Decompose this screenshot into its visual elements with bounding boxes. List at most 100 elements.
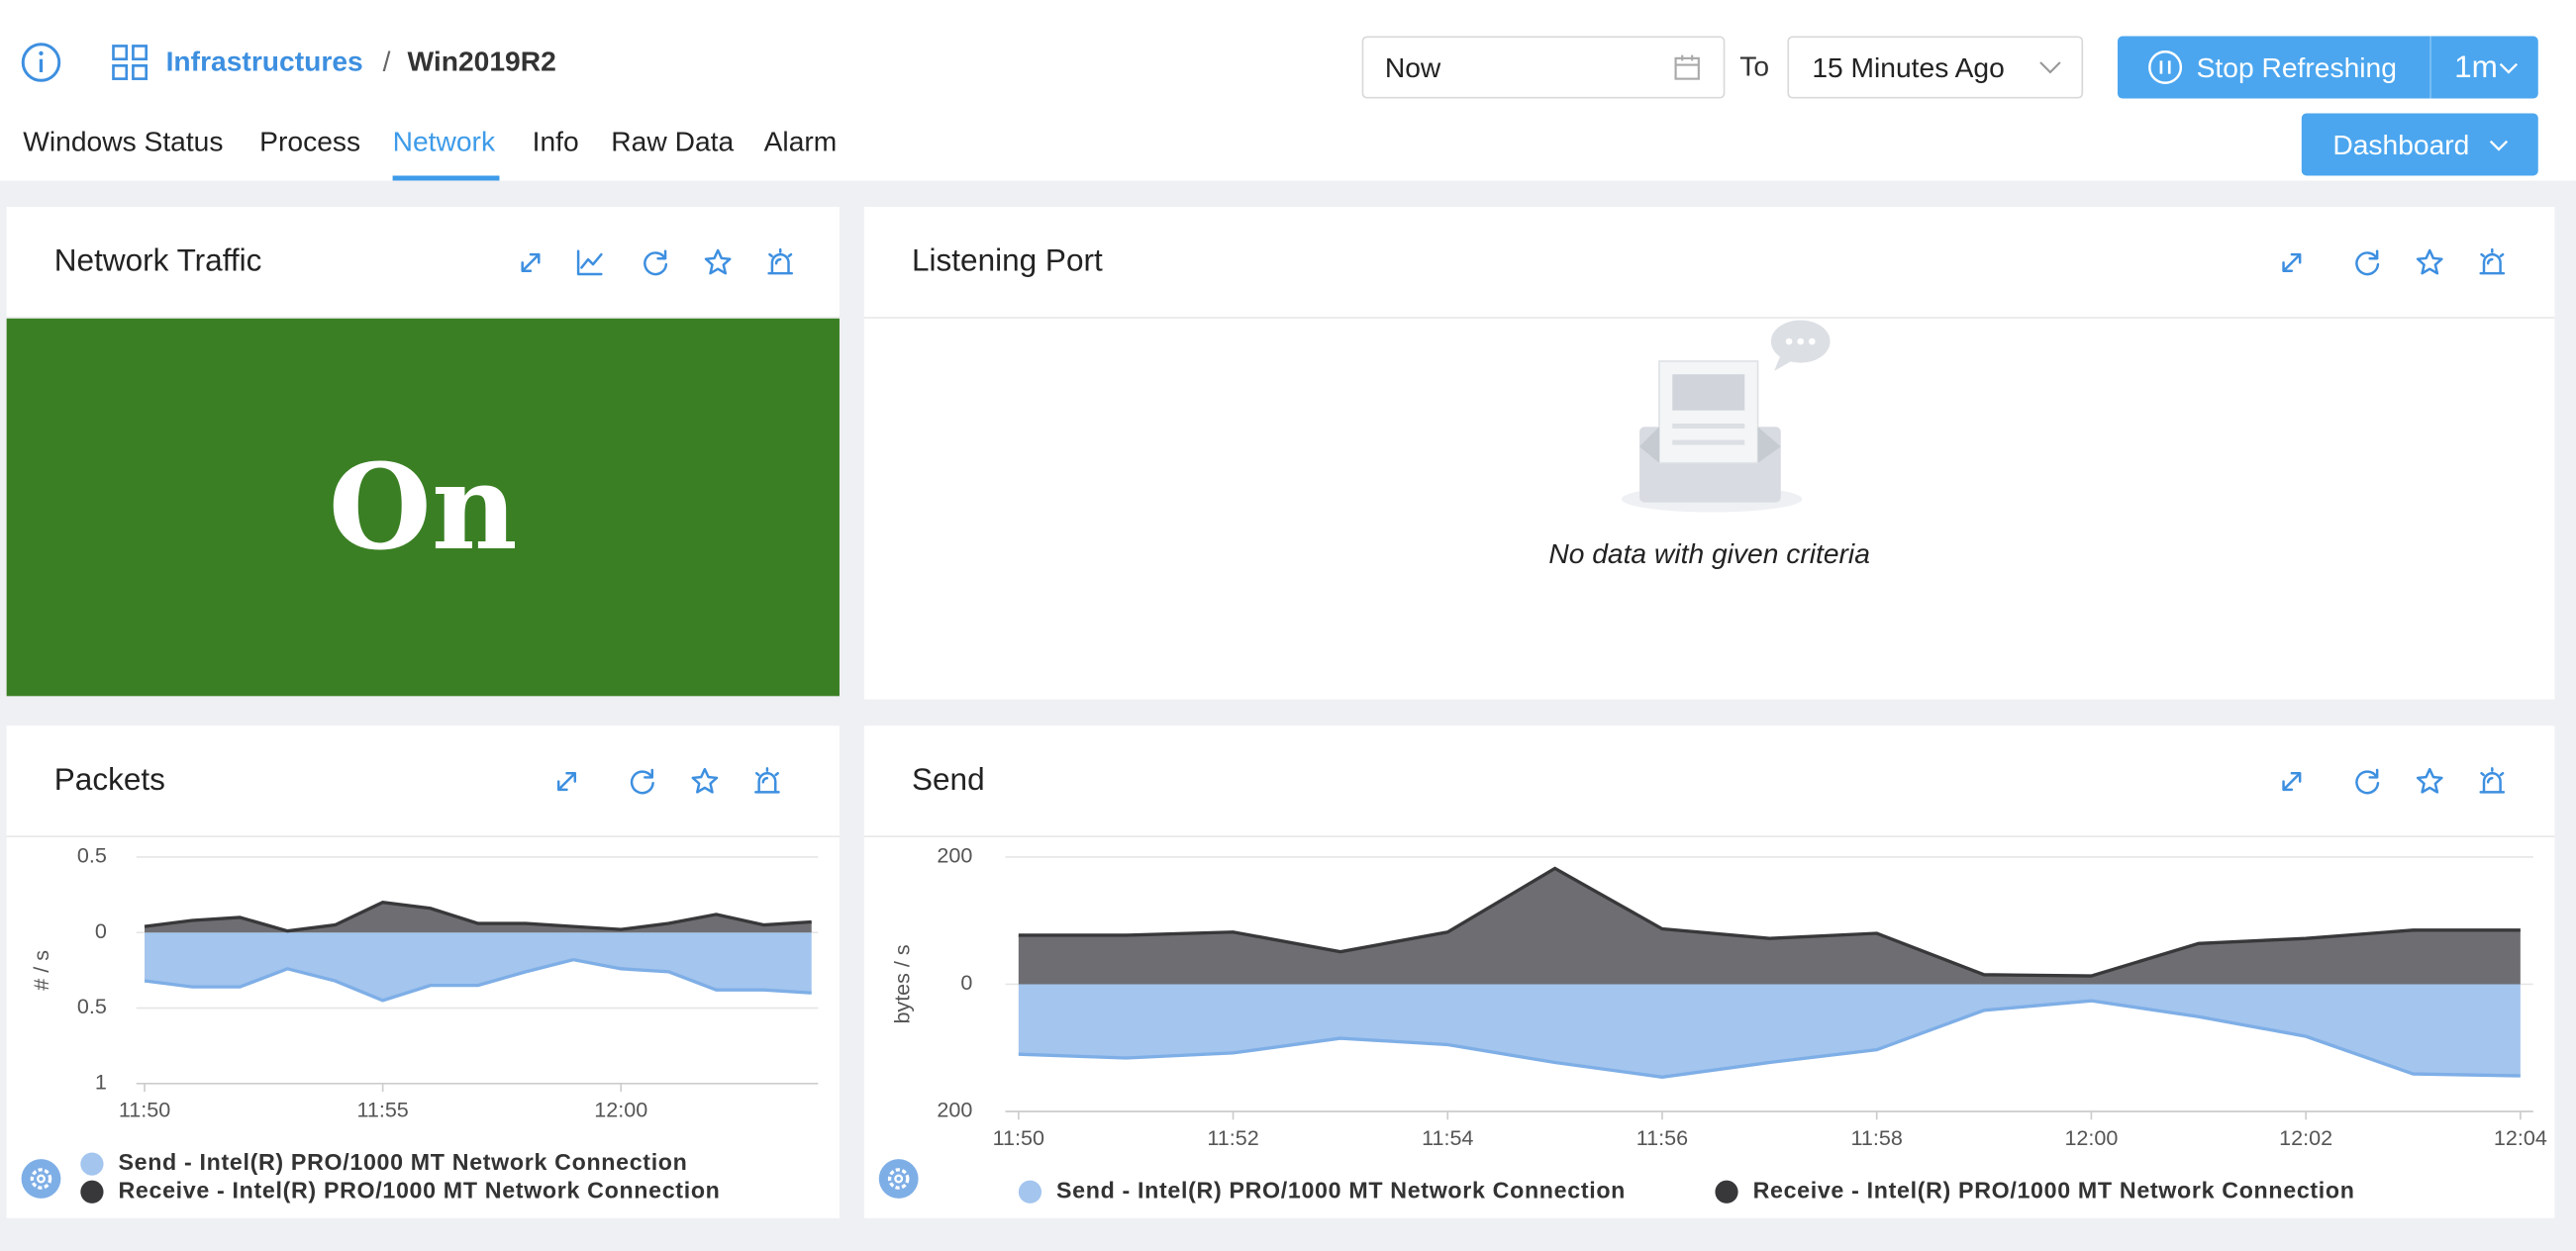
legend-label[interactable]: Receive - Intel(R) PRO/1000 MT Network C… bbox=[118, 1177, 720, 1203]
settings-ring bbox=[30, 1168, 52, 1190]
x-tick-label: 11:52 bbox=[1207, 1125, 1258, 1150]
expand-icon[interactable] bbox=[2277, 767, 2307, 797]
tab[interactable]: Alarm bbox=[763, 126, 838, 158]
settings-hub bbox=[894, 1174, 904, 1184]
x-tick-label: 11:50 bbox=[993, 1125, 1044, 1150]
panel-header: Send bbox=[863, 725, 2555, 837]
tab[interactable]: Windows Status bbox=[23, 126, 224, 158]
breadcrumb-current: Win2019R2 bbox=[407, 46, 556, 77]
dashboard-button[interactable]: Dashboard bbox=[2301, 113, 2538, 176]
alarm-icon[interactable] bbox=[765, 247, 795, 277]
breadcrumb-separator: / bbox=[382, 46, 391, 77]
x-tick-label: 11:58 bbox=[1851, 1125, 1903, 1150]
tab[interactable]: Info bbox=[532, 126, 579, 158]
panel-header: Network Traffic bbox=[6, 207, 840, 319]
area bbox=[1018, 868, 2521, 985]
empty-text: No data with given criteria bbox=[1548, 538, 1870, 570]
star-icon[interactable] bbox=[2415, 767, 2444, 797]
date-from[interactable]: Now bbox=[1361, 36, 1726, 99]
settings-bg bbox=[878, 1159, 919, 1199]
panel: Network Traffic On bbox=[6, 207, 840, 697]
y-tick-label: 0.5 bbox=[77, 843, 107, 868]
y-tick-label: 200 bbox=[937, 1098, 972, 1122]
panel-header: Listening Port bbox=[863, 207, 2555, 319]
settings-hub bbox=[37, 1174, 46, 1184]
status-tile: On bbox=[6, 318, 840, 697]
x-tick-label: 12:00 bbox=[594, 1098, 647, 1122]
x-tick-label: 11:54 bbox=[1422, 1125, 1473, 1150]
legend-label[interactable]: Send - Intel(R) PRO/1000 MT Network Conn… bbox=[118, 1149, 687, 1175]
legend-dot[interactable] bbox=[1715, 1180, 1738, 1203]
calendar-icon bbox=[1674, 54, 1700, 80]
status-text: On bbox=[328, 436, 518, 577]
panel-title: Send bbox=[911, 763, 985, 799]
tab-active[interactable]: Network bbox=[392, 126, 496, 158]
refresh-icon[interactable] bbox=[641, 247, 670, 277]
refresh-icon[interactable] bbox=[2352, 247, 2382, 277]
panel-title: Network Traffic bbox=[53, 244, 262, 279]
alarm-icon[interactable] bbox=[752, 767, 782, 797]
panel: Listening Port No data with given criter… bbox=[863, 207, 2555, 700]
line bbox=[1018, 866, 2521, 978]
date-to[interactable]: 15 Minutes Ago bbox=[1787, 36, 2084, 99]
star-icon[interactable] bbox=[2415, 247, 2444, 277]
x-tick-label: 12:04 bbox=[2494, 1125, 2547, 1150]
dashboard-text: Dashboard bbox=[2332, 130, 2470, 161]
x-tick-label: 12:02 bbox=[2279, 1125, 2332, 1150]
refresh-icon[interactable] bbox=[2352, 767, 2382, 797]
y-tick-label: 0 bbox=[960, 970, 972, 995]
panel: Packets 0.5 0 0.5 1 # / s 11:50 11:55 12:00 Send… bbox=[6, 725, 840, 1218]
to-label: To bbox=[1739, 50, 1770, 82]
expand-icon[interactable] bbox=[516, 247, 545, 277]
panel: Send 200 0 200 bytes / s 11:50 11:52 11:54 11:5… bbox=[863, 725, 2555, 1218]
refresh-button[interactable]: Stop Refreshing 1m bbox=[2117, 36, 2538, 99]
y-tick-label: 1 bbox=[95, 1069, 107, 1094]
line bbox=[1018, 999, 2521, 1079]
settings-button[interactable] bbox=[878, 1159, 919, 1199]
divider bbox=[2429, 36, 2431, 99]
legend-dot[interactable] bbox=[80, 1180, 104, 1203]
chart: 200 0 200 bytes / s 11:50 11:52 11:54 11:56 11:5… bbox=[878, 843, 2547, 1203]
area bbox=[145, 932, 812, 1001]
settings-ring bbox=[887, 1168, 910, 1190]
star-icon[interactable] bbox=[703, 247, 733, 277]
chevron bbox=[2489, 140, 2509, 151]
legend-label[interactable]: Receive - Intel(R) PRO/1000 MT Network C… bbox=[1753, 1177, 2355, 1203]
expand-icon[interactable] bbox=[552, 767, 582, 797]
y-tick-label: 0 bbox=[95, 918, 107, 943]
line bbox=[144, 900, 812, 933]
breadcrumb-link[interactable]: Infrastructures bbox=[165, 46, 363, 77]
grid-icon bbox=[112, 45, 149, 80]
y-axis-label: # / s bbox=[29, 950, 53, 991]
x-tick-label: 11:55 bbox=[356, 1098, 408, 1122]
y-axis-label: bytes / s bbox=[889, 944, 914, 1023]
x-tick-label: 11:50 bbox=[119, 1098, 170, 1122]
panel-header: Packets bbox=[6, 725, 840, 837]
empty-illustration bbox=[1621, 320, 1831, 513]
alarm-icon[interactable] bbox=[2477, 247, 2507, 277]
expand-icon[interactable] bbox=[2277, 247, 2307, 277]
chart-icon[interactable] bbox=[575, 247, 605, 277]
settings-button[interactable] bbox=[21, 1159, 61, 1199]
panel-title: Packets bbox=[53, 763, 165, 799]
x-tick-label: 12:00 bbox=[2064, 1125, 2118, 1150]
legend-label[interactable]: Send - Intel(R) PRO/1000 MT Network Conn… bbox=[1056, 1177, 1626, 1203]
y-tick-label: 200 bbox=[937, 843, 972, 868]
x-tick-label: 11:56 bbox=[1636, 1125, 1688, 1150]
legend-dot[interactable] bbox=[80, 1152, 104, 1176]
tab[interactable]: Raw Data bbox=[611, 126, 735, 158]
line bbox=[144, 957, 812, 1003]
info-icon[interactable] bbox=[20, 41, 62, 83]
date-to-text: 15 Minutes Ago bbox=[1812, 52, 2005, 84]
refresh-icon[interactable] bbox=[628, 767, 657, 797]
legend-dot[interactable] bbox=[1018, 1180, 1042, 1203]
star-icon[interactable] bbox=[690, 767, 720, 797]
tab[interactable]: Process bbox=[259, 126, 361, 158]
chevron bbox=[2039, 61, 2061, 74]
alarm-icon[interactable] bbox=[2477, 767, 2507, 797]
interval-text[interactable]: 1m bbox=[2454, 50, 2498, 86]
refresh-text: Stop Refreshing bbox=[2196, 52, 2397, 84]
settings-bg bbox=[21, 1159, 61, 1199]
